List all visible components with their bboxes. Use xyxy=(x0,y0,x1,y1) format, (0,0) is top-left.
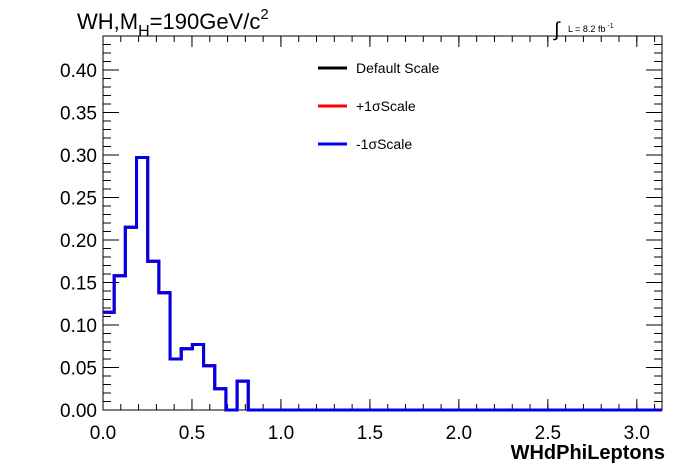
x-tick-label: 2.5 xyxy=(535,423,561,444)
series-line-2 xyxy=(103,156,662,412)
x-tick-label: 0.0 xyxy=(90,423,116,444)
x-tick-label: 2.0 xyxy=(446,423,472,444)
y-tick-label: 0.25 xyxy=(60,189,97,210)
integral-sign: ∫ xyxy=(553,19,561,41)
x-tick-label: 1.0 xyxy=(268,423,294,444)
y-tick-label: 0.15 xyxy=(60,274,97,295)
svg-text:L = 8.2 fb-1: L = 8.2 fb -1 xyxy=(568,23,614,34)
axis-ticks xyxy=(102,35,662,411)
legend-label: Default Scale xyxy=(356,60,439,76)
plot-frame xyxy=(102,35,663,411)
series-line-1 xyxy=(103,156,662,412)
luminosity-label: ∫ L = 8.2 fb -1 xyxy=(553,19,614,41)
y-tick-label: 0.30 xyxy=(60,146,97,167)
y-tick-label: 0.05 xyxy=(60,359,97,380)
chart-title: WH,MH=190GeV/c2 xyxy=(77,6,269,40)
y-tick-label: 0.35 xyxy=(60,104,97,125)
x-tick-label: 1.5 xyxy=(357,423,383,444)
x-tick-label: 0.5 xyxy=(179,423,205,444)
series-layer xyxy=(103,156,662,412)
y-tick-labels: 0.00 0.05 0.10 0.15 0.20 0.25 0.30 0.35 0.40 xyxy=(60,61,97,422)
legend: Default Scale +1σScale -1σScale xyxy=(318,60,439,152)
x-axis-label: WHdPhiLeptons xyxy=(511,442,665,464)
y-tick-label: 0.10 xyxy=(60,316,97,337)
x-tick-labels: 0.0 0.5 1.0 1.5 2.0 2.5 3.0 xyxy=(90,423,650,444)
legend-label: +1σScale xyxy=(356,98,416,114)
y-tick-label: 0.40 xyxy=(60,61,97,82)
x-tick-label: 3.0 xyxy=(624,423,650,444)
y-tick-label: 0.00 xyxy=(60,401,97,422)
series-line-3 xyxy=(103,156,662,412)
legend-label: -1σScale xyxy=(356,136,412,152)
y-tick-label: 0.20 xyxy=(60,231,97,252)
